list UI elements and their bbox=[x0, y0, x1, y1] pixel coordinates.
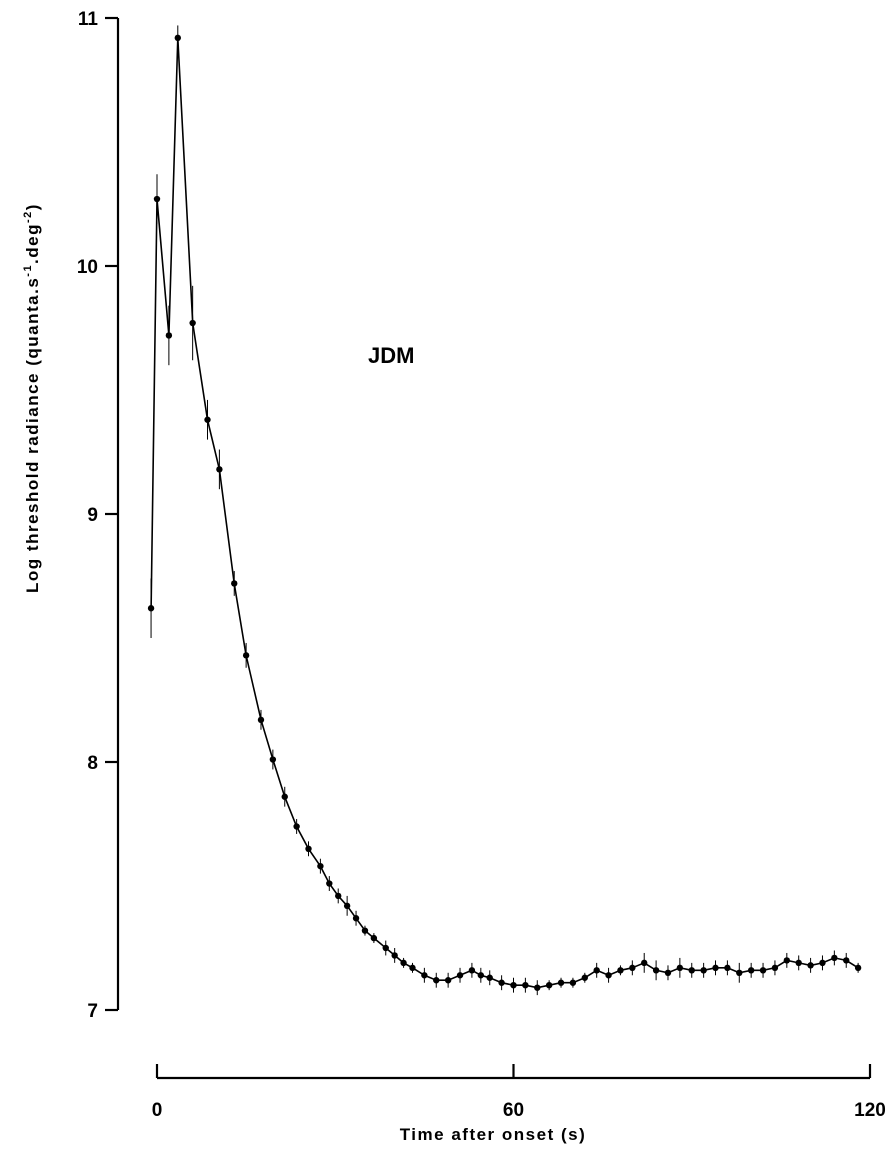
data-point-16 bbox=[335, 892, 342, 900]
data-point-49 bbox=[700, 967, 707, 974]
data-point-42 bbox=[617, 967, 624, 974]
data-point-13 bbox=[305, 845, 312, 852]
y-axis-title-main: Log threshold radiance (quanta.s bbox=[23, 277, 42, 593]
data-point-28 bbox=[456, 972, 464, 979]
data-point-25 bbox=[421, 972, 428, 979]
data-point-37 bbox=[557, 979, 565, 986]
data-point-31 bbox=[486, 974, 493, 981]
data-point-29 bbox=[468, 967, 476, 974]
data-point-60 bbox=[831, 954, 838, 962]
data-point-10 bbox=[269, 756, 277, 763]
axes bbox=[116, 18, 870, 1080]
data-point-38 bbox=[569, 979, 577, 986]
data-point-26 bbox=[433, 977, 440, 984]
y-tick-label-11: 11 bbox=[78, 9, 99, 30]
data-point-47 bbox=[676, 964, 684, 972]
data-point-18 bbox=[352, 915, 360, 922]
data-point-48 bbox=[688, 967, 695, 974]
data-point-6 bbox=[216, 466, 223, 473]
data-point-44 bbox=[641, 959, 648, 967]
y-axis-title-end: ) bbox=[23, 203, 42, 210]
data-point-57 bbox=[795, 959, 802, 967]
data-point-61 bbox=[843, 957, 850, 964]
data-point-5 bbox=[204, 416, 211, 423]
data-point-34 bbox=[522, 982, 529, 989]
data-point-51 bbox=[724, 964, 731, 972]
data-point-41 bbox=[605, 972, 612, 979]
data-point-55 bbox=[771, 964, 779, 972]
data-point-33 bbox=[510, 982, 517, 989]
data-point-14 bbox=[317, 862, 324, 870]
data-point-17 bbox=[343, 902, 351, 910]
y-tick-label-8: 8 bbox=[87, 753, 98, 774]
data-point-8 bbox=[242, 652, 250, 659]
data-point-27 bbox=[444, 977, 452, 984]
x-tick-label-0: 0 bbox=[152, 1100, 163, 1121]
data-point-36 bbox=[545, 982, 553, 989]
data-point-21 bbox=[382, 944, 389, 952]
data-point-52 bbox=[736, 969, 743, 976]
plot-area bbox=[147, 25, 862, 996]
data-point-0 bbox=[147, 605, 155, 612]
data-point-9 bbox=[257, 716, 265, 724]
data-point-19 bbox=[361, 927, 369, 934]
data-point-2 bbox=[165, 332, 173, 339]
data-point-58 bbox=[807, 962, 814, 969]
x-axis-title: Time after onset (s) bbox=[400, 1125, 587, 1144]
data-point-22 bbox=[391, 952, 398, 959]
y-tick-label-10: 10 bbox=[77, 257, 98, 278]
data-point-39 bbox=[581, 974, 588, 981]
ticks: 7 8 9 10 11 0 60 120 bbox=[77, 9, 886, 1121]
data-point-56 bbox=[783, 957, 791, 964]
series-line-0 bbox=[150, 37, 859, 989]
data-point-40 bbox=[593, 967, 600, 974]
data-point-62 bbox=[854, 964, 862, 972]
y-axis-title-sup2: -2 bbox=[22, 210, 34, 223]
data-point-30 bbox=[477, 972, 485, 979]
y-axis-title-mid: .deg bbox=[23, 223, 42, 264]
data-point-32 bbox=[498, 979, 505, 986]
data-point-15 bbox=[326, 880, 333, 887]
data-point-35 bbox=[534, 984, 541, 991]
data-point-43 bbox=[629, 964, 636, 972]
data-point-12 bbox=[293, 823, 300, 830]
data-point-1 bbox=[153, 195, 161, 203]
data-point-7 bbox=[231, 580, 238, 587]
data-point-4 bbox=[189, 319, 196, 327]
data-point-3 bbox=[174, 34, 181, 42]
y-axis-title-sup1: -1 bbox=[22, 264, 34, 277]
data-point-23 bbox=[400, 959, 407, 967]
data-point-11 bbox=[281, 793, 288, 800]
data-point-50 bbox=[712, 964, 719, 972]
data-point-54 bbox=[759, 967, 767, 974]
data-point-45 bbox=[652, 967, 660, 974]
y-tick-label-9: 9 bbox=[87, 505, 98, 526]
y-tick-label-7: 7 bbox=[87, 1001, 98, 1022]
data-point-53 bbox=[747, 967, 755, 974]
data-point-59 bbox=[819, 959, 826, 967]
annotation-label: JDM bbox=[368, 343, 414, 368]
data-point-24 bbox=[409, 964, 416, 972]
data-point-20 bbox=[370, 934, 378, 942]
data-point-46 bbox=[664, 969, 672, 976]
y-axis-title: Log threshold radiance (quanta.s-1.deg-2… bbox=[22, 203, 42, 593]
x-tick-label-120: 120 bbox=[854, 1100, 886, 1121]
x-tick-label-60: 60 bbox=[503, 1100, 524, 1121]
